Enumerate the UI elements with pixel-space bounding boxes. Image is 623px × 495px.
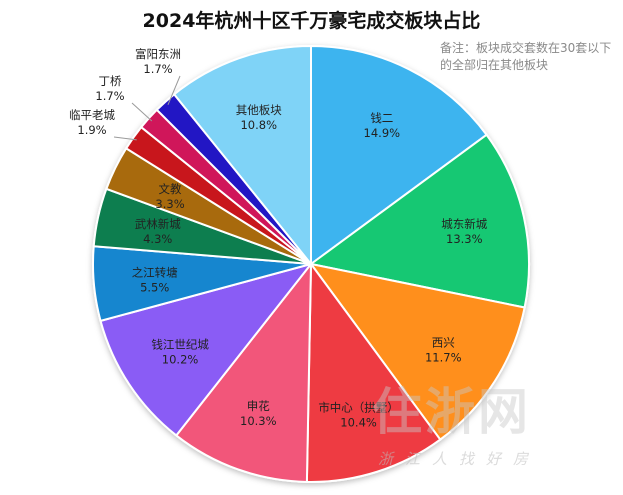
slice-label: 城东新城 (441, 217, 487, 231)
slice-value-label: 10.3% (240, 414, 277, 428)
slice-value-label: 1.7% (95, 89, 124, 103)
slice-value-label: 5.5% (140, 280, 169, 294)
pie-slice (172, 44, 312, 267)
slice-value-label: 1.9% (77, 123, 106, 137)
pie-slice (308, 262, 526, 441)
slice-label: 西兴 (432, 336, 455, 350)
leader-line (131, 102, 153, 122)
slice-label: 申花 (247, 399, 270, 413)
slice-value-label: 1.7% (143, 62, 172, 76)
pie-slice (308, 133, 530, 309)
pie-slice (310, 44, 488, 266)
watermark-sub: 浙江人找好房 (378, 450, 541, 468)
leader-line (113, 136, 137, 141)
slice-value-label: 10.2% (162, 353, 199, 367)
slice-label: 富阳东洲 (135, 47, 181, 61)
slice-label: 钱二 (370, 111, 393, 125)
slice-label: 市中心（拱墅） (318, 401, 399, 415)
slice-label: 丁桥 (99, 74, 122, 88)
chart-note: 备注：板块成交套数在30套以下的全部归在其他板块 (440, 41, 612, 72)
slice-label: 临平老城 (69, 108, 115, 122)
slice-value-label: 11.7% (425, 351, 462, 365)
slice-label: 之江转塘 (132, 265, 178, 279)
slice-value-label: 10.4% (340, 416, 377, 430)
slice-value-label: 14.9% (364, 126, 401, 140)
leader-line (167, 75, 181, 106)
slice-value-label: 3.3% (155, 197, 184, 211)
watermark: 住浙网 (372, 383, 531, 441)
slice-value-label: 4.3% (143, 232, 172, 246)
slice-label: 文教 (159, 182, 182, 196)
pie-slice (305, 261, 442, 483)
slice-label: 其他板块 (236, 103, 282, 117)
slice-label: 钱江世纪城 (151, 338, 209, 352)
slice-value-label: 13.3% (446, 232, 483, 246)
slice-label: 武林新城 (135, 217, 181, 231)
chart-title: 2024年杭州十区千万豪宅成交板块占比 (142, 10, 481, 32)
pie-slice (174, 261, 313, 483)
slice-value-label: 10.8% (240, 118, 277, 132)
